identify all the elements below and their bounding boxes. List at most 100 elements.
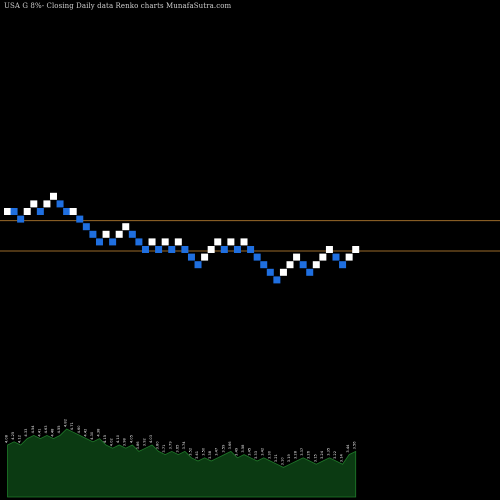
renko-brick-13-down bbox=[89, 230, 97, 238]
volume-label-52: 3.44 bbox=[346, 444, 350, 453]
volume-label-47: 3.15 bbox=[313, 454, 317, 462]
renko-brick-51-down bbox=[339, 261, 347, 269]
volume-label-35: 3.49 bbox=[234, 447, 238, 456]
renko-brick-7-up bbox=[49, 192, 57, 200]
renko-brick-47-up bbox=[312, 261, 320, 269]
renko-brick-53-up bbox=[352, 246, 360, 253]
renko-brick-11-down bbox=[76, 215, 84, 223]
renko-brick-25-down bbox=[168, 246, 176, 253]
volume-label-40: 3.30 bbox=[267, 450, 271, 459]
volume-label-3: 4.33 bbox=[24, 429, 28, 437]
renko-brick-36-up bbox=[240, 238, 248, 246]
renko-brick-4-up bbox=[30, 200, 38, 208]
renko-brick-15-up bbox=[102, 230, 110, 238]
volume-label-45: 3.37 bbox=[300, 448, 304, 456]
renko-brick-40-down bbox=[266, 268, 274, 276]
renko-brick-22-up bbox=[148, 238, 156, 246]
volume-label-9: 4.82 bbox=[64, 419, 68, 427]
volume-label-25: 3.79 bbox=[169, 441, 173, 450]
renko-brick-10-up bbox=[69, 208, 77, 215]
renko-brick-45-down bbox=[299, 261, 307, 269]
volume-label-13: 4.30 bbox=[90, 431, 94, 440]
volume-label-53: 3.56 bbox=[353, 441, 357, 450]
volume-label-0: 4.08 bbox=[5, 434, 9, 443]
renko-brick-41-down bbox=[273, 276, 281, 284]
volume-label-43: 3.19 bbox=[287, 453, 291, 462]
volume-label-5: 4.41 bbox=[37, 429, 41, 437]
renko-brick-30-up bbox=[201, 253, 209, 261]
renko-brick-20-down bbox=[135, 238, 143, 246]
renko-brick-3-up bbox=[23, 208, 31, 215]
volume-label-36: 3.58 bbox=[241, 444, 245, 453]
volume-label-16: 4.02 bbox=[110, 438, 114, 446]
volume-label-51: 3.14 bbox=[340, 453, 344, 462]
volume-label-46: 3.26 bbox=[307, 450, 311, 459]
renko-brick-1-down bbox=[10, 208, 18, 215]
renko-brick-17-up bbox=[115, 230, 123, 238]
renko-brick-8-down bbox=[56, 200, 64, 208]
volume-label-39: 3.42 bbox=[261, 448, 265, 456]
renko-brick-27-down bbox=[181, 246, 189, 253]
volume-label-30: 3.50 bbox=[202, 447, 206, 456]
renko-brick-46-down bbox=[306, 268, 314, 276]
volume-label-10: 4.71 bbox=[70, 422, 74, 430]
volume-label-17: 4.10 bbox=[116, 434, 120, 443]
volume-label-44: 3.28 bbox=[294, 450, 298, 459]
volume-label-14: 4.38 bbox=[96, 428, 100, 437]
renko-brick-38-down bbox=[253, 253, 261, 261]
volume-label-15: 4.15 bbox=[103, 435, 107, 443]
renko-brick-19-down bbox=[128, 230, 136, 238]
volume-label-34: 3.66 bbox=[228, 441, 232, 450]
volume-label-7: 4.48 bbox=[50, 428, 54, 437]
volume-label-37: 3.45 bbox=[248, 448, 252, 456]
renko-brick-6-up bbox=[43, 200, 51, 208]
volume-label-26: 3.65 bbox=[175, 445, 179, 453]
chart-title: USA G 8%- Closing Daily data Renko chart… bbox=[4, 2, 232, 10]
renko-brick-43-up bbox=[286, 261, 294, 269]
renko-brick-24-up bbox=[161, 238, 169, 246]
renko-brick-9-down bbox=[63, 208, 71, 215]
renko-brick-32-up bbox=[214, 238, 222, 246]
renko-brick-26-up bbox=[174, 238, 182, 246]
renko-brick-48-up bbox=[319, 253, 327, 261]
volume-label-49: 3.35 bbox=[326, 448, 330, 456]
renko-brick-23-down bbox=[155, 246, 163, 253]
renko-brick-42-up bbox=[279, 268, 287, 276]
renko-brick-44-up bbox=[293, 253, 301, 261]
renko-brick-5-down bbox=[36, 208, 44, 215]
volume-label-28: 3.52 bbox=[188, 448, 192, 456]
volume-label-4: 4.54 bbox=[31, 425, 35, 434]
volume-label-42: 3.10 bbox=[280, 457, 284, 466]
renko-brick-52-up bbox=[345, 253, 353, 261]
volume-label-1: 4.25 bbox=[11, 432, 15, 440]
renko-brick-18-up bbox=[122, 223, 130, 231]
volume-label-31: 3.38 bbox=[208, 450, 212, 459]
volume-label-18: 3.98 bbox=[123, 437, 127, 446]
volume-label-41: 3.21 bbox=[274, 454, 278, 462]
volume-label-24: 3.71 bbox=[162, 445, 166, 453]
renko-brick-16-down bbox=[109, 238, 117, 246]
volume-label-12: 4.42 bbox=[83, 429, 87, 437]
volume-label-33: 3.59 bbox=[221, 444, 225, 453]
renko-brick-34-up bbox=[227, 238, 235, 246]
renko-brick-28-down bbox=[187, 253, 195, 261]
volume-label-2: 4.12 bbox=[18, 435, 22, 443]
volume-label-23: 3.80 bbox=[156, 441, 160, 450]
volume-label-20: 3.86 bbox=[136, 441, 140, 450]
volume-label-19: 4.05 bbox=[129, 435, 133, 443]
renko-brick-0-up bbox=[4, 208, 11, 215]
renko-brick-12-down bbox=[82, 223, 90, 231]
volume-label-48: 3.24 bbox=[320, 450, 324, 459]
volume-label-6: 4.63 bbox=[44, 425, 48, 433]
renko-brick-37-down bbox=[247, 246, 255, 253]
renko-brick-33-down bbox=[220, 246, 228, 253]
renko-brick-35-down bbox=[233, 246, 241, 253]
volume-label-22: 4.03 bbox=[149, 435, 153, 443]
renko-brick-39-down bbox=[260, 261, 268, 269]
volume-label-11: 4.60 bbox=[77, 425, 81, 434]
renko-brick-50-down bbox=[332, 253, 340, 261]
volume-label-27: 3.74 bbox=[182, 441, 186, 450]
volume-label-29: 3.41 bbox=[195, 451, 199, 459]
